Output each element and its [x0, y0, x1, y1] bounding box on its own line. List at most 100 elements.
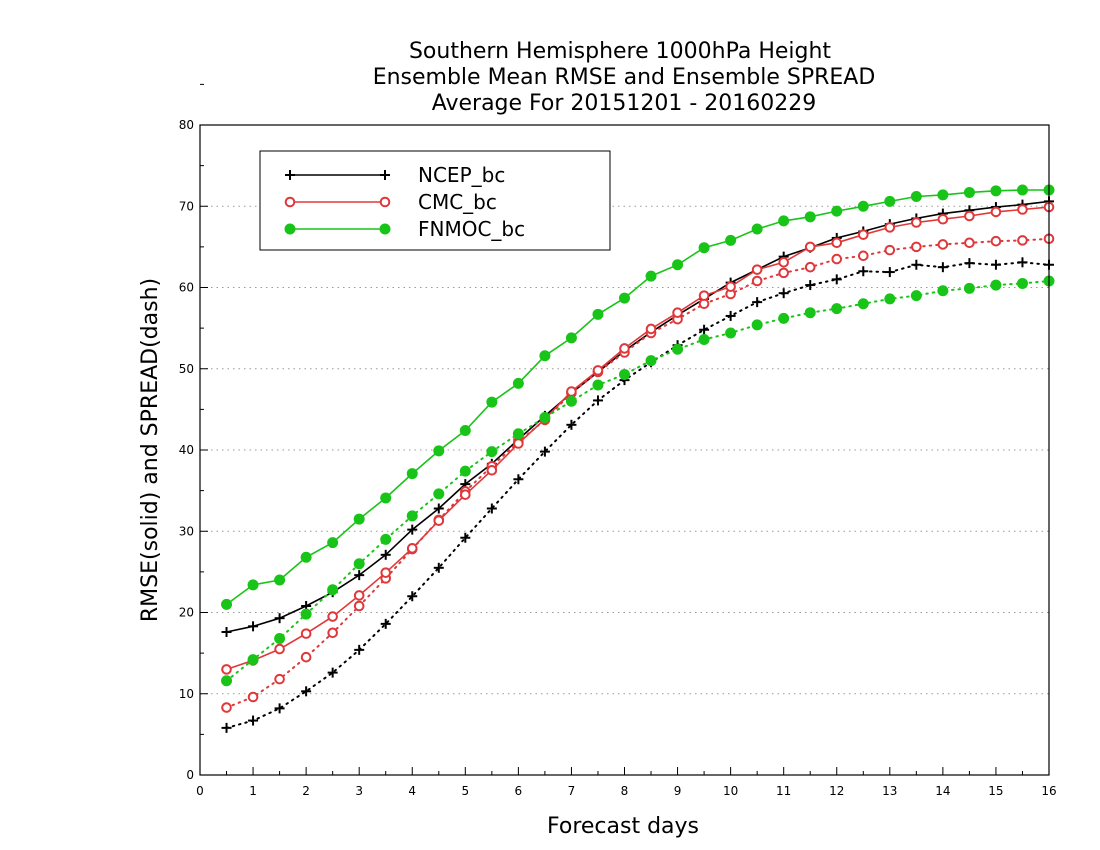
fnmoc-bc-rmse-point: [565, 332, 577, 344]
x-tick-label: 3: [355, 784, 363, 798]
fnmoc-bc-spread-point: [592, 379, 604, 391]
cmc-bc-rmse-point: [778, 257, 789, 268]
ncep-bc-spread-point: [460, 532, 471, 543]
fnmoc-bc-rmse-point: [963, 186, 975, 198]
ncep-bc-rmse-point: [248, 621, 259, 632]
legend-item-ncep-bc: NCEP_bc: [285, 163, 505, 187]
cmc-bc-rmse-point: [672, 307, 683, 318]
cmc-bc-rmse-point: [486, 465, 498, 476]
fnmoc-bc-rmse-point: [672, 259, 684, 271]
fnmoc-bc-spread-point: [804, 307, 816, 319]
ncep-bc-spread-point: [805, 280, 816, 291]
cmc-bc-rmse-point: [592, 365, 604, 376]
series-fnmoc-bc-spread: [221, 275, 1055, 687]
ncep-bc-rmse-point: [221, 627, 232, 637]
fnmoc-bc-spread-point: [327, 584, 339, 596]
cmc-bc-rmse-point: [990, 206, 1002, 218]
legend-box: [259, 150, 611, 251]
y-axis: 0 10 20 30 40 50 60 70 80: [179, 83, 208, 782]
series-cmc-bc-spread: [221, 233, 1055, 713]
legend-label: NCEP_bc: [418, 163, 505, 187]
fnmoc-bc-rmse-point: [804, 211, 816, 223]
ncep-bc-spread-point: [380, 618, 391, 629]
ncep-bc-spread-point: [964, 258, 975, 269]
fnmoc-bc-spread-point: [512, 428, 524, 440]
cmc-bc-spread-point: [937, 239, 949, 250]
ncep-bc-spread-point: [699, 324, 710, 335]
fnmoc-bc-spread-point: [565, 395, 577, 407]
cmc-bc-spread-point: [964, 237, 975, 249]
cmc-bc-spread-point: [778, 267, 789, 279]
cmc-bc-spread-point: [247, 691, 259, 703]
x-tick-label: 0: [196, 784, 204, 798]
legend-marker: [379, 223, 391, 235]
fnmoc-bc-rmse-point: [698, 242, 710, 254]
fnmoc-bc-spread-point: [910, 290, 922, 302]
ncep-bc-spread-point: [566, 419, 577, 430]
ncep-bc-spread-point: [725, 310, 736, 321]
ncep-bc-spread-point: [221, 722, 232, 733]
fnmoc-bc-spread-point: [831, 303, 843, 315]
fnmoc-bc-spread-point: [619, 368, 630, 380]
x-tick-label: 7: [568, 784, 576, 798]
ncep-bc-spread-point: [327, 667, 338, 678]
fnmoc-bc-spread-point: [672, 343, 684, 355]
cmc-bc-spread-point: [221, 702, 232, 713]
ncep-bc-spread-point: [274, 703, 285, 714]
cmc-bc-rmse-line: [226, 206, 1050, 671]
fnmoc-bc-spread-point: [539, 412, 551, 423]
title-line-2: Ensemble Mean RMSE and Ensemble SPREAD: [373, 65, 876, 90]
fnmoc-bc-rmse-point: [406, 468, 418, 480]
x-tick-label: 4: [408, 784, 416, 798]
cmc-bc-rmse-point: [380, 567, 392, 578]
x-tick-label: 11: [776, 784, 791, 798]
fnmoc-bc-spread-point: [884, 293, 896, 305]
fnmoc-bc-spread-point: [751, 319, 763, 331]
ncep-bc-rmse-point: [433, 503, 444, 514]
x-axis: 0 1 2 3 4 5 6 7 8 9 10 11 12 13 14 15 16: [196, 767, 1057, 798]
legend-marker: [284, 196, 296, 208]
fnmoc-bc-spread-point: [645, 355, 657, 367]
fnmoc-bc-spread-point: [459, 465, 471, 477]
y-tick-label: 40: [179, 443, 194, 457]
fnmoc-bc-rmse-point: [221, 598, 233, 610]
fnmoc-bc-rmse-point: [274, 574, 286, 586]
x-tick-label: 9: [674, 784, 682, 798]
cmc-bc-rmse-point: [513, 438, 524, 449]
fnmoc-bc-spread-point: [274, 633, 286, 644]
y-tick-label: 50: [179, 362, 194, 376]
cmc-bc-rmse-point: [221, 664, 232, 675]
cmc-bc-rmse-point: [1017, 204, 1028, 215]
fnmoc-bc-rmse-point: [486, 396, 498, 408]
fnmoc-bc-spread-point: [406, 510, 418, 522]
legend-marker: [285, 170, 295, 180]
x-axis-label: Forecast days: [547, 814, 699, 839]
cmc-bc-spread-point: [353, 600, 365, 612]
fnmoc-bc-spread-point: [486, 446, 498, 458]
ncep-bc-spread-line: [225, 261, 1050, 729]
fnmoc-bc-spread-point: [353, 558, 365, 570]
ncep-bc-spread-point: [248, 715, 259, 726]
fnmoc-bc-rmse-point: [327, 537, 339, 549]
legend-marker: [380, 170, 390, 180]
legend: NCEP_bc CMC_bc FNMOC_bc: [259, 150, 611, 251]
x-tick-label: 5: [461, 784, 469, 798]
fnmoc-bc-rmse-point: [884, 195, 896, 207]
x-tick-label: 10: [723, 784, 738, 798]
fnmoc-bc-spread-point: [1016, 277, 1028, 289]
ncep-bc-spread-point: [486, 503, 497, 514]
cmc-bc-spread-point: [911, 241, 922, 253]
fnmoc-bc-rmse-point: [539, 350, 551, 362]
ncep-bc-spread-point: [513, 474, 524, 485]
fnmoc-bc-spread-point: [857, 298, 869, 310]
fnmoc-bc-rmse-line: [226, 189, 1049, 606]
fnmoc-bc-rmse-point: [353, 513, 365, 525]
y-tick-label: 20: [179, 606, 194, 620]
y-tick-label: 0: [186, 768, 194, 782]
y-tick-label: 70: [179, 199, 194, 213]
fnmoc-bc-rmse-point: [751, 223, 763, 235]
ncep-bc-rmse-line: [226, 200, 1050, 633]
fnmoc-bc-rmse-point: [619, 292, 630, 304]
ncep-bc-rmse-point: [274, 613, 285, 624]
fnmoc-bc-spread-point: [221, 675, 233, 687]
